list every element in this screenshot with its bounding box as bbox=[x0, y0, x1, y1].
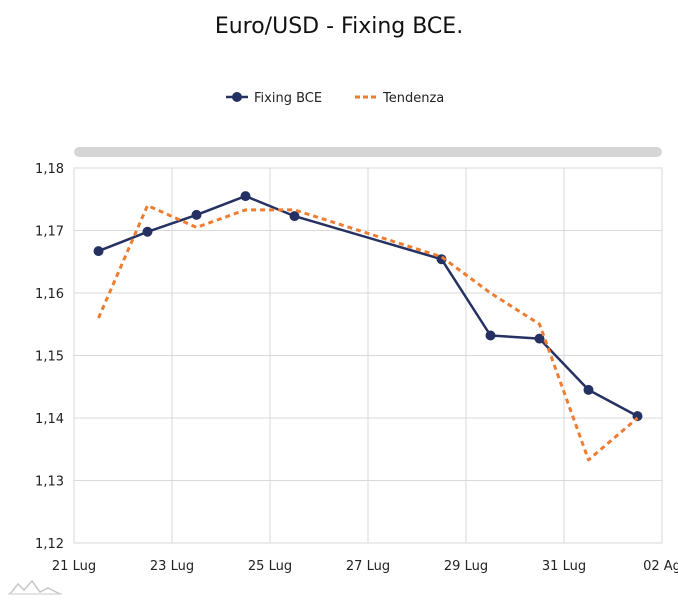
y-tick-label: 1,12 bbox=[35, 537, 64, 552]
x-tick-label: 29 Lug bbox=[444, 559, 488, 574]
series-layer bbox=[93, 191, 643, 462]
fixing-bce-point[interactable] bbox=[436, 254, 447, 265]
y-tick-label: 1,13 bbox=[35, 475, 64, 490]
y-tick-label: 1,17 bbox=[35, 225, 64, 240]
fixing-bce-point[interactable] bbox=[485, 330, 496, 341]
fixing-bce-point[interactable] bbox=[289, 211, 300, 222]
legend[interactable]: Fixing BCE Tendenza bbox=[226, 91, 444, 106]
fixing-bce-point[interactable] bbox=[534, 333, 545, 344]
fixing-bce-point[interactable] bbox=[93, 246, 104, 257]
y-tick-label: 1,15 bbox=[35, 350, 64, 365]
fixing-bce-line[interactable] bbox=[98, 194, 639, 418]
tendenza-line[interactable] bbox=[97, 204, 639, 462]
y-tick-label: 1,14 bbox=[35, 412, 64, 427]
chart-title: Euro/USD - Fixing BCE. bbox=[214, 14, 464, 39]
x-tick-label: 27 Lug bbox=[346, 559, 390, 574]
x-tick-label: 02 Ag bbox=[643, 559, 678, 574]
fixing-bce-point[interactable] bbox=[583, 384, 594, 395]
legend-tendenza-label[interactable]: Tendenza bbox=[382, 91, 444, 106]
x-tick-label: 21 Lug bbox=[52, 559, 96, 574]
axes: 1,12 1,13 1,14 1,15 1,16 1,17 1,18 21 Lug 23 Lug… bbox=[35, 162, 678, 574]
fixing-bce-point[interactable] bbox=[191, 209, 202, 220]
fixing-bce-point[interactable] bbox=[240, 191, 251, 202]
x-tick-label: 23 Lug bbox=[150, 559, 194, 574]
legend-fixing-bce-marker bbox=[232, 92, 242, 102]
legend-fixing-bce-label[interactable]: Fixing BCE bbox=[254, 91, 322, 106]
y-tick-label: 1,18 bbox=[35, 162, 64, 177]
y-tick-label: 1,16 bbox=[35, 287, 64, 302]
fixing-bce-point[interactable] bbox=[142, 226, 153, 237]
chart-logo-icon bbox=[8, 579, 62, 595]
scrollbar[interactable] bbox=[74, 147, 662, 157]
grid bbox=[73, 167, 663, 544]
x-tick-label: 25 Lug bbox=[248, 559, 292, 574]
x-tick-label: 31 Lug bbox=[542, 559, 586, 574]
